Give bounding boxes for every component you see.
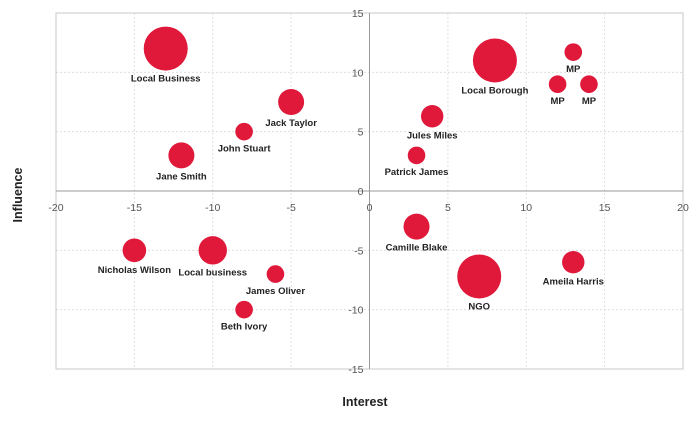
data-point [421, 105, 444, 128]
y-tick-label: 0 [358, 186, 364, 198]
data-point [198, 236, 227, 265]
point-label: MP [550, 96, 565, 107]
point-label: MP [582, 96, 597, 107]
point-label: Local business [178, 268, 247, 279]
x-tick-label: 20 [677, 202, 689, 214]
x-tick-label: -15 [127, 202, 142, 214]
point-label: MP [566, 64, 581, 75]
data-point [472, 38, 517, 83]
x-tick-label: 10 [520, 202, 532, 214]
point-label: Nicholas Wilson [98, 265, 171, 276]
x-tick-label: -10 [205, 202, 220, 214]
point-label: Jack Taylor [265, 118, 317, 129]
y-tick-label: -5 [354, 245, 363, 257]
data-point [403, 213, 430, 240]
data-point [407, 146, 426, 165]
point-label: Beth Ivory [221, 321, 268, 332]
point-label: Jane Smith [156, 171, 207, 182]
x-tick-label: -20 [48, 202, 63, 214]
point-label: Local Business [131, 74, 201, 85]
x-tick-label: 0 [367, 202, 373, 214]
data-point [278, 89, 305, 115]
point-label: Ameila Harris [543, 276, 604, 287]
x-axis-title: Interest [342, 395, 388, 409]
data-point [580, 75, 598, 93]
point-labels: Local Business Jack Taylor John Stuart Jane… [98, 64, 604, 333]
point-label: Patrick James [385, 167, 449, 178]
data-points [122, 26, 598, 319]
y-tick-label: 15 [352, 8, 364, 20]
point-label: John Stuart [218, 143, 272, 154]
point-label: Local Borough [461, 85, 528, 96]
data-point [457, 254, 502, 299]
data-point [548, 75, 567, 93]
data-point [122, 238, 147, 263]
x-tick-label: -5 [286, 202, 295, 214]
y-tick-label: 5 [358, 127, 364, 139]
data-point [235, 300, 253, 319]
point-label: Jules Miles [407, 130, 458, 141]
axes [55, 12, 684, 370]
point-label: NGO [468, 301, 490, 312]
data-point [564, 43, 583, 61]
data-point [168, 142, 195, 169]
y-axis-title: Influence [11, 168, 25, 223]
x-tick-label: 15 [599, 202, 611, 214]
y-tick-label: -15 [348, 364, 363, 376]
point-label: James Oliver [246, 286, 305, 297]
y-tick-label: 10 [352, 67, 364, 79]
point-label: Camille Blake [386, 243, 448, 254]
x-tick-label: 5 [445, 202, 451, 214]
y-tick-label: -10 [348, 305, 363, 317]
data-point [562, 251, 585, 274]
data-point [266, 265, 285, 283]
data-point [235, 122, 253, 141]
tick-labels: -20 -15 -10 -5 0 5 10 15 20 -15 -10 -5 0 5 10 15 [48, 8, 689, 376]
data-point [143, 26, 188, 71]
